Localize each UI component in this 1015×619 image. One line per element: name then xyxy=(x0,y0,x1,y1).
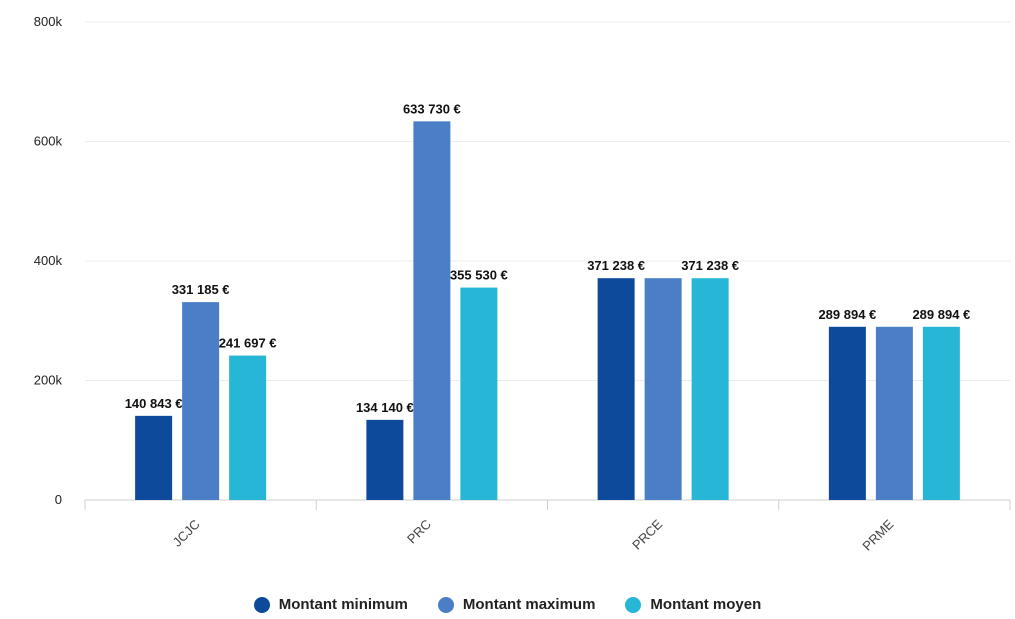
legend-item-moyen[interactable]: Montant moyen xyxy=(625,596,761,613)
bar xyxy=(460,287,498,500)
data-label: 289 894 € xyxy=(818,307,876,322)
y-tick-label: 600k xyxy=(34,134,63,149)
legend-label-maximum: Montant maximum xyxy=(462,596,596,613)
legend-marker-minimum xyxy=(253,596,270,613)
data-label: 331 185 € xyxy=(172,282,230,297)
bar xyxy=(922,326,960,500)
x-tick-label: JCJC xyxy=(170,517,203,550)
legend-marker-moyen xyxy=(625,596,642,613)
x-tick-label: PRC xyxy=(404,517,434,547)
legend-marker-maximum xyxy=(437,596,454,613)
bar xyxy=(691,278,729,500)
legend: Montant minimum Montant maximum Montant … xyxy=(0,596,1015,613)
data-label: 355 530 € xyxy=(450,268,508,283)
data-label: 140 843 € xyxy=(125,396,183,411)
bar xyxy=(644,278,682,500)
bar xyxy=(413,121,451,501)
data-label: 241 697 € xyxy=(219,336,277,351)
y-tick-label: 800k xyxy=(34,14,63,29)
bar xyxy=(597,278,635,500)
y-tick-label: 0 xyxy=(55,492,62,507)
bar xyxy=(229,355,267,500)
data-label: 371 238 € xyxy=(681,258,739,273)
data-label: 633 730 € xyxy=(403,101,461,116)
legend-item-minimum[interactable]: Montant minimum xyxy=(253,596,408,613)
x-tick-label: PRME xyxy=(859,516,896,553)
legend-item-maximum[interactable]: Montant maximum xyxy=(437,596,596,613)
bar xyxy=(135,415,173,500)
bar xyxy=(875,326,913,500)
y-tick-label: 200k xyxy=(34,373,63,388)
data-label: 289 894 € xyxy=(912,307,970,322)
legend-label-moyen: Montant moyen xyxy=(650,596,762,613)
data-label: 371 238 € xyxy=(587,258,645,273)
x-tick-label: PRCE xyxy=(629,516,665,552)
bar-chart: 0 200k 400k 600k 800k 140 843 € 331 185 € 241 6… xyxy=(34,14,1011,554)
bar xyxy=(182,302,220,500)
bar xyxy=(828,326,866,500)
y-tick-label: 400k xyxy=(34,253,63,268)
legend-label-minimum: Montant minimum xyxy=(278,596,408,613)
bar xyxy=(366,419,404,500)
data-label: 134 140 € xyxy=(356,400,414,415)
